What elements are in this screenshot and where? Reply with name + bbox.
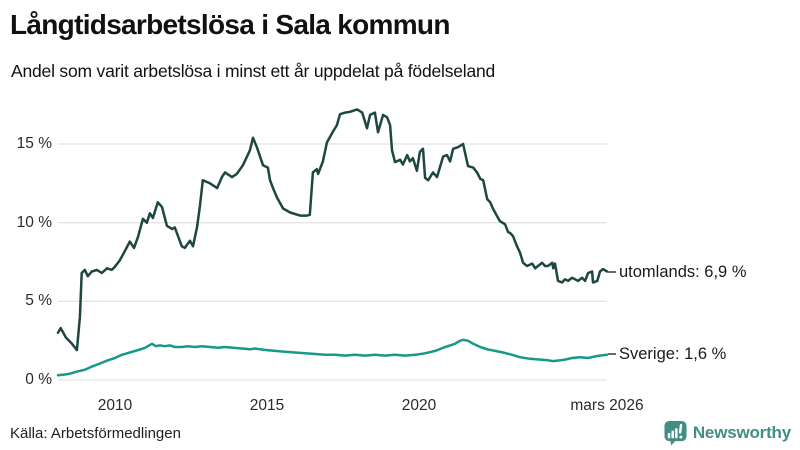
source-attribution: Källa: Arbetsförmedlingen bbox=[10, 425, 181, 442]
y-axis-tick-label: 5 % bbox=[25, 292, 52, 309]
series-label-text: Sverige: 1,6 % bbox=[619, 344, 727, 363]
label-connector-dash bbox=[608, 353, 616, 355]
x-axis-tick-label: 2010 bbox=[97, 397, 133, 414]
newsworthy-brand: Newsworthy bbox=[664, 420, 791, 446]
x-axis-tick-label: mars 2026 bbox=[570, 397, 644, 414]
chart-subtitle: Andel som varit arbetslösa i minst ett å… bbox=[11, 61, 496, 81]
series-label-utomlands: utomlands: 6,9 % bbox=[608, 261, 747, 283]
y-axis-tick-label: 10 % bbox=[16, 214, 52, 231]
x-axis-tick-label: 2020 bbox=[401, 397, 437, 414]
series-label-text: utomlands: 6,9 % bbox=[619, 262, 747, 281]
y-axis-tick-label: 15 % bbox=[16, 135, 52, 152]
page-title: Långtidsarbetslösa i Sala kommun bbox=[10, 9, 450, 40]
y-axis-tick-label: 0 % bbox=[25, 371, 52, 388]
newsworthy-brand-name: Newsworthy bbox=[692, 423, 791, 442]
series-label-sverige: Sverige: 1,6 % bbox=[608, 343, 726, 365]
newsworthy-logo-icon bbox=[664, 421, 687, 446]
x-axis-tick-label: 2015 bbox=[249, 397, 285, 414]
label-connector-dash bbox=[608, 271, 616, 273]
